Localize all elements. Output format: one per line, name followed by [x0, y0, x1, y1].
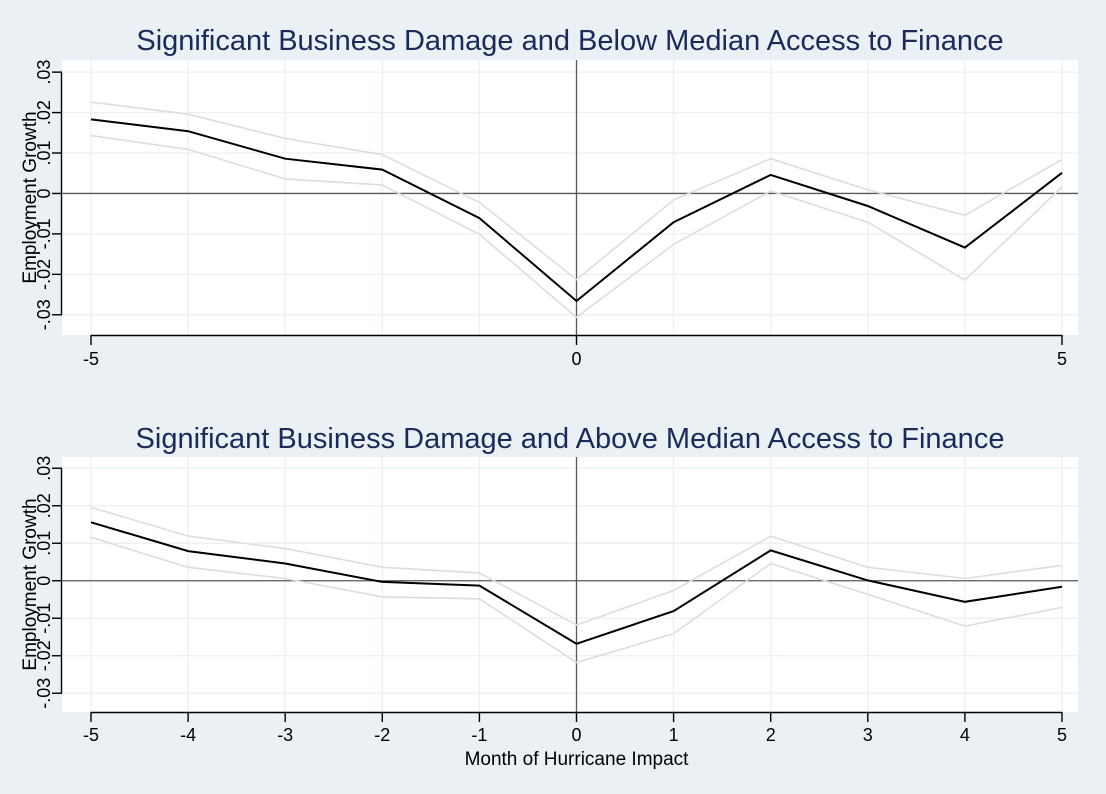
plot-area	[62, 60, 1078, 335]
y-tick-label: .02	[34, 493, 54, 518]
y-tick-label: -.02	[34, 259, 54, 290]
panel-above-median: -5 -4 -3 -2 -1 0 1 2 3 4 5 -.03 -.02 -.01 0 .01 .02 .03 Em…	[20, 423, 1078, 770]
x-axis-title: Month of Hurricane Impact	[465, 749, 690, 770]
x-tick-label: -5	[83, 349, 99, 369]
series-line-ci-upper	[90, 506, 1063, 626]
plot-area	[62, 457, 1078, 712]
y-axis-title: Employment Growth	[20, 498, 41, 670]
y-tick-label: .03	[34, 456, 54, 481]
x-tick-label: -3	[277, 725, 293, 745]
series-line-ci-lower	[90, 536, 1063, 664]
x-tick-label: 0	[571, 725, 581, 745]
y-tick-label: .02	[34, 100, 54, 125]
x-tick-label: -4	[180, 725, 196, 745]
series-line-estimate	[90, 521, 1063, 645]
x-tick-label: -1	[471, 725, 487, 745]
chart-title: Significant Business Damage and Below Me…	[136, 25, 1003, 57]
y-tick-label: -.01	[34, 603, 54, 634]
y-tick-label: .03	[34, 60, 54, 85]
y-tick-label: -.02	[34, 640, 54, 671]
y-tick-label: .01	[34, 531, 54, 556]
x-tick-label: 1	[669, 725, 679, 745]
panel-below-median: -5 0 5 -.03 -.02 -.01 0 .01 .02 .03 Employment Gro…	[20, 25, 1078, 369]
series-line-ci-lower	[90, 134, 1063, 319]
y-tick-label: .01	[34, 140, 54, 165]
y-tick-label: 0	[34, 188, 54, 198]
y-tick-label: -.03	[34, 299, 54, 330]
x-tick-label: 2	[766, 725, 776, 745]
x-tick-label: 3	[863, 725, 873, 745]
chart-title: Significant Business Damage and Above Me…	[136, 423, 1005, 455]
series-line-estimate	[90, 118, 1063, 303]
x-tick-label: 0	[571, 349, 581, 369]
y-tick-label: 0	[34, 576, 54, 586]
x-tick-label: -2	[374, 725, 390, 745]
y-tick-label: -.01	[34, 218, 54, 249]
x-tick-label: 5	[1057, 349, 1067, 369]
y-axis-title: Employment Growth	[20, 111, 41, 283]
x-tick-label: 5	[1057, 725, 1067, 745]
y-tick-label: -.03	[34, 678, 54, 709]
x-tick-label: -5	[83, 725, 99, 745]
x-tick-label: 4	[960, 725, 970, 745]
series-line-ci-upper	[90, 101, 1063, 281]
